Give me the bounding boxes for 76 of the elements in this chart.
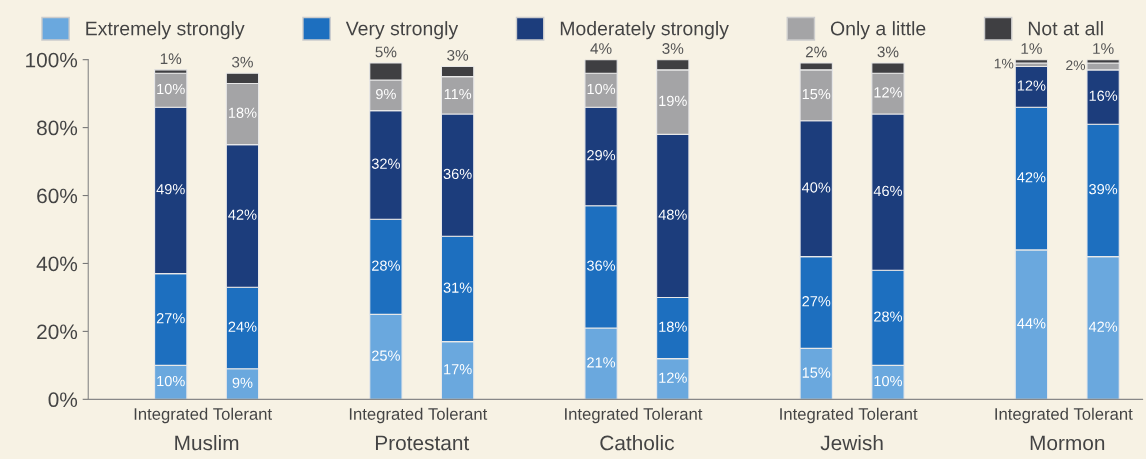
text: Jewish xyxy=(820,434,883,451)
data-label: 12% xyxy=(659,372,687,383)
data-label: 36% xyxy=(587,260,616,271)
data-label: 25% xyxy=(372,350,400,361)
text: Catholic xyxy=(600,434,674,451)
data-label: 42% xyxy=(1088,321,1118,332)
legend-label: Moderately strongly xyxy=(560,21,729,40)
x-tick-label: Integrated xyxy=(134,407,208,424)
data-label: 39% xyxy=(1089,184,1118,195)
x-tick-label: Tolerant xyxy=(1073,407,1133,420)
y-tick-label: 60% xyxy=(37,188,78,204)
data-label: 42% xyxy=(228,209,257,220)
data-label: 19% xyxy=(659,95,687,107)
data-label: 16% xyxy=(1089,90,1118,101)
data-label: 1% xyxy=(160,53,182,65)
data-label: 17% xyxy=(444,364,472,375)
data-label: 18% xyxy=(659,321,687,332)
data-label: 49% xyxy=(156,184,185,195)
text: Muslim xyxy=(175,434,239,451)
data-label: 15% xyxy=(802,88,831,100)
data-label: 3% xyxy=(447,49,469,61)
y-tick-label: 100% xyxy=(26,52,78,68)
data-label: 10% xyxy=(157,375,185,387)
y-tick-label: 40% xyxy=(36,256,78,272)
x-tick-label: Integrated xyxy=(349,407,423,424)
data-label: 9% xyxy=(376,88,396,100)
data-label: 42% xyxy=(1017,172,1046,183)
data-label: 31% xyxy=(443,282,472,293)
data-label: 1% xyxy=(1021,43,1042,54)
data-label: 11% xyxy=(444,88,472,100)
x-tick-label: Tolerant xyxy=(858,407,918,420)
data-label: 10% xyxy=(157,83,185,95)
data-label: 40% xyxy=(801,182,831,193)
data-label: 2% xyxy=(805,46,827,58)
data-label: 3% xyxy=(231,56,253,68)
data-label: 27% xyxy=(802,296,831,307)
x-tick-label: Tolerant xyxy=(213,407,272,420)
data-label: 1% xyxy=(994,58,1014,69)
x-tick-label: Tolerant xyxy=(428,407,488,420)
data-label: 28% xyxy=(874,311,903,322)
data-label: 21% xyxy=(587,357,616,368)
data-label: 1% xyxy=(1093,43,1114,54)
y-tick-label: 0% xyxy=(48,392,78,408)
data-label: 12% xyxy=(1017,80,1046,91)
data-label: 48% xyxy=(658,209,687,220)
data-label: 29% xyxy=(587,150,616,161)
data-label: 15% xyxy=(802,367,831,378)
data-label: 10% xyxy=(587,83,616,95)
data-label: 5% xyxy=(375,46,397,58)
data-label: 9% xyxy=(232,377,253,388)
data-label: 24% xyxy=(228,321,257,332)
data-label: 3% xyxy=(877,46,899,58)
data-label: 3% xyxy=(662,43,684,54)
text: Protestant xyxy=(375,435,470,451)
legend-label: Extremely strongly xyxy=(86,21,245,40)
data-label: 44% xyxy=(1017,318,1046,329)
y-tick-label: 80% xyxy=(37,120,78,136)
data-label: 27% xyxy=(156,313,185,324)
x-tick-label: Integrated xyxy=(995,407,1068,424)
data-label: 28% xyxy=(372,260,400,271)
legend-label: Not at all xyxy=(1028,21,1103,36)
legend-label: Only a little xyxy=(830,21,926,40)
x-tick-label: Integrated xyxy=(565,407,638,424)
legend-label: Very strongly xyxy=(345,21,459,40)
data-label: 4% xyxy=(590,43,612,54)
data-label: 10% xyxy=(874,375,903,387)
data-label: 2% xyxy=(1066,60,1086,71)
text: Mormon xyxy=(1030,435,1105,451)
data-label: 18% xyxy=(228,107,257,118)
data-label: 32% xyxy=(371,158,400,169)
x-tick-label: Integrated xyxy=(780,407,853,424)
y-tick-label: 20% xyxy=(37,324,78,340)
data-label: 46% xyxy=(873,185,903,197)
x-tick-label: Tolerant xyxy=(643,407,703,420)
data-label: 36% xyxy=(443,168,472,180)
data-label: 12% xyxy=(874,87,903,98)
